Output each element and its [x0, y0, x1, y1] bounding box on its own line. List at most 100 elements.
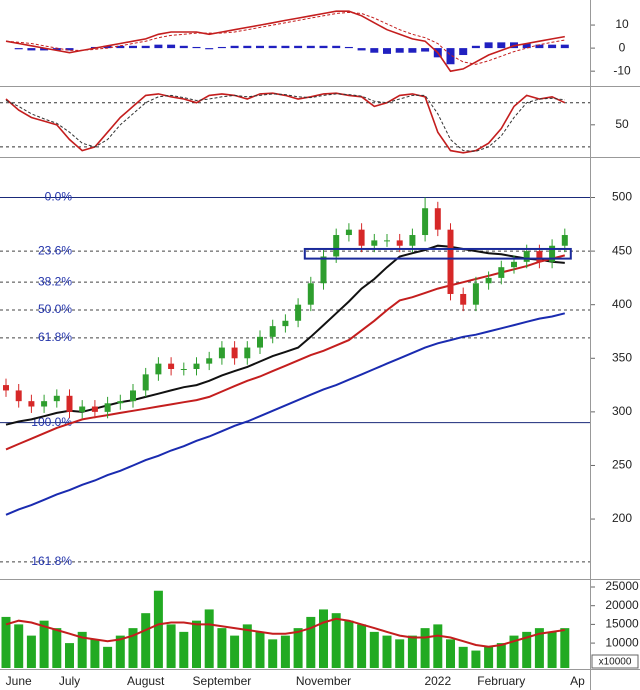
volume-bar — [255, 631, 265, 668]
volume-bar — [560, 628, 570, 668]
y-tick-label: 400 — [612, 297, 632, 311]
line-series — [5, 10, 565, 73]
volume-bar — [547, 631, 557, 668]
volume-bar — [509, 635, 519, 668]
candle-body — [282, 320, 289, 327]
histogram-bar — [243, 45, 252, 49]
candle-body — [422, 208, 429, 236]
histogram-bar — [129, 45, 137, 49]
volume-bar — [306, 616, 316, 668]
histogram-bar — [103, 45, 112, 49]
volume-bar — [446, 639, 455, 668]
candle-body — [206, 358, 213, 364]
candle-body — [371, 240, 378, 246]
volume-bar — [534, 628, 544, 668]
histogram-bar — [217, 46, 226, 49]
candle-body — [384, 240, 390, 242]
volume-bar — [230, 635, 240, 668]
histogram-bar — [154, 44, 163, 49]
unit-box — [591, 654, 639, 669]
line-series — [5, 244, 565, 426]
volume-bar — [268, 639, 278, 668]
volume-bar — [26, 635, 36, 668]
candle-body — [91, 406, 98, 412]
volume-bar — [382, 635, 392, 668]
y-tick-label: 15000 — [605, 617, 639, 631]
histogram-bar — [141, 45, 150, 49]
histogram-bar — [471, 45, 480, 49]
volume-bar — [369, 631, 379, 668]
volume-bar — [204, 609, 214, 668]
candle-body — [358, 229, 365, 246]
y-tick-label: 300 — [612, 404, 632, 418]
candle-body — [485, 277, 492, 284]
candle-body — [180, 369, 187, 370]
x-tick-label: July — [59, 674, 80, 688]
volume-bar — [77, 631, 87, 668]
volume-bar — [357, 624, 367, 668]
unit-label: x10000 — [599, 657, 632, 668]
candle-body — [155, 363, 162, 375]
x-tick-label: August — [127, 674, 165, 688]
candle-body — [142, 374, 149, 391]
candle-body — [549, 245, 556, 262]
y-tick-label: 500 — [612, 190, 632, 204]
histogram-bar — [167, 44, 176, 49]
histogram-bar — [65, 48, 74, 51]
candle-body — [498, 267, 505, 278]
histogram-bar — [27, 48, 36, 51]
line-series — [5, 617, 565, 648]
candle-body — [523, 251, 530, 262]
line-series — [5, 254, 566, 451]
histogram-bar — [446, 48, 455, 65]
histogram-bar — [52, 48, 61, 51]
x-tick-label: Ap — [570, 674, 585, 688]
volume-bar — [115, 635, 125, 668]
x-tick-label: June — [6, 674, 32, 688]
line-series — [5, 312, 566, 516]
histogram-bar — [548, 44, 557, 49]
y-tick-label: 450 — [612, 243, 632, 257]
box — [303, 247, 572, 260]
candle-body — [333, 235, 340, 257]
candle-body — [193, 363, 200, 369]
fib-label: 161.8% — [31, 554, 72, 568]
histogram-bar — [535, 44, 544, 49]
x-tick-label: November — [296, 674, 351, 688]
histogram-bar — [357, 48, 366, 51]
candle-body — [307, 283, 314, 305]
line-series — [5, 11, 565, 65]
volume-bar — [395, 639, 405, 668]
x-tick-label: September — [193, 674, 252, 688]
histogram-bar — [319, 45, 328, 49]
candle-body — [460, 293, 467, 305]
candle-body — [28, 401, 35, 407]
volume-bar — [1, 616, 11, 668]
volume-bar — [217, 628, 227, 668]
histogram-bar — [484, 42, 493, 49]
candle-body — [231, 347, 238, 359]
fib-label: 50.0% — [38, 302, 72, 316]
histogram-bar — [14, 48, 23, 50]
volume-bar — [319, 609, 328, 668]
fib-label: 0.0% — [45, 190, 73, 204]
candle-body — [536, 251, 543, 262]
candle-body — [345, 229, 352, 236]
histogram-bar — [383, 48, 391, 54]
volume-bar — [65, 643, 74, 668]
candle-body — [3, 385, 9, 391]
volume-bar — [128, 628, 138, 668]
y-tick-label: -10 — [613, 63, 631, 77]
histogram-bar — [256, 45, 264, 49]
histogram-bar — [459, 48, 468, 56]
candle-body — [561, 235, 568, 246]
y-tick-label: 200 — [612, 511, 632, 525]
y-tick-label: 350 — [612, 350, 632, 364]
candle-body — [396, 240, 403, 246]
volume-bar — [293, 628, 303, 668]
candle-body — [104, 403, 111, 412]
candle-body — [269, 326, 276, 337]
